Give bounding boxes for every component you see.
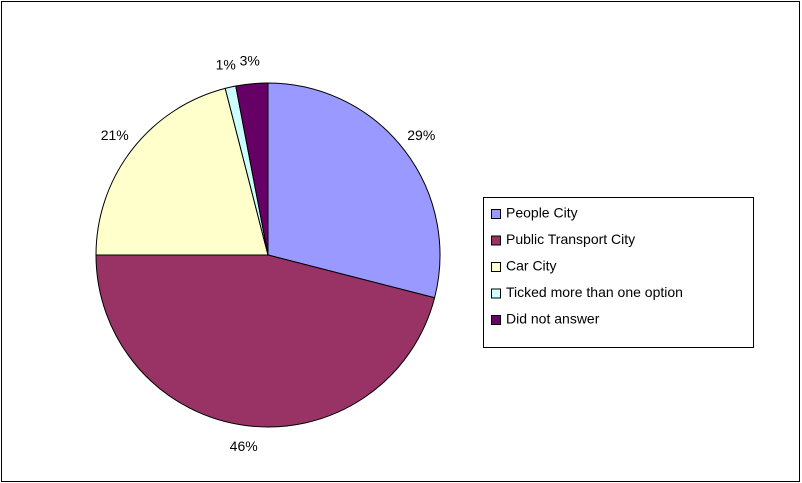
legend-swatch [491,288,501,299]
data-label: 46% [230,438,258,454]
data-label: 21% [101,127,129,143]
legend-label: Public Transport City [506,231,635,247]
legend-label: Car City [506,258,557,274]
legend-swatch [491,315,501,325]
data-label: 1% [216,56,236,72]
legend-swatch [491,262,501,272]
legend-swatch [491,235,501,246]
pie-slice [95,254,436,428]
data-label: 3% [240,53,260,69]
pie-slice [95,87,269,256]
legend-box [483,197,754,348]
pie-slice [267,82,441,299]
legend-label: People City [506,205,578,221]
legend-swatch [491,209,501,219]
legend-label: Ticked more than one option [506,284,683,300]
data-label: 29% [407,127,435,143]
legend-label: Did not answer [506,311,600,327]
pie-slice [235,82,269,256]
